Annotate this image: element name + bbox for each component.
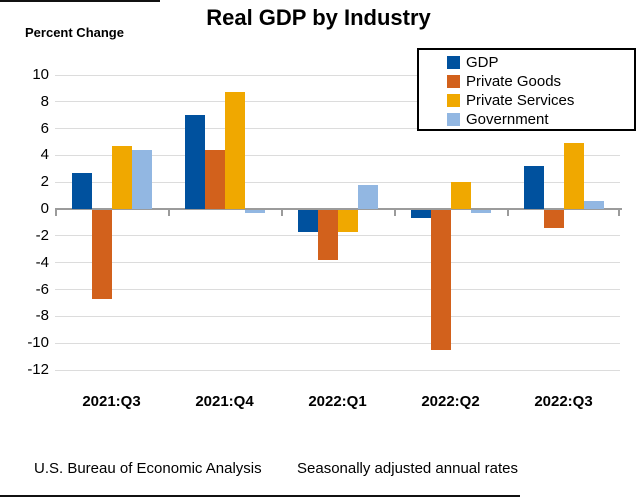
y-tick-label: -4 xyxy=(35,253,49,271)
bar-government-2022:Q1 xyxy=(357,184,378,210)
x-axis-tick xyxy=(168,209,170,217)
bar-private-services-2021:Q3 xyxy=(111,146,132,210)
bar-government-2021:Q3 xyxy=(131,150,152,210)
x-axis-tick xyxy=(618,209,620,217)
y-axis-title: Percent Change xyxy=(25,25,124,40)
adjustment-note-text: Seasonally adjusted annual rates xyxy=(297,460,518,477)
y-tick-label: -12 xyxy=(27,361,49,378)
bar-gdp-2021:Q4 xyxy=(184,115,205,210)
gridline-6 xyxy=(55,128,620,130)
bar-government-2022:Q2 xyxy=(470,210,491,213)
x-category-label: 2021:Q3 xyxy=(82,393,141,410)
legend-label: Private Goods xyxy=(466,73,562,90)
bar-gdp-2021:Q3 xyxy=(71,172,92,210)
bar-private-goods-2021:Q4 xyxy=(204,150,225,210)
bar-private-goods-2022:Q3 xyxy=(543,210,564,228)
plot-area: 10 8 6 4 2 0 -2 -4 -6 -8 -10 -12 2021:Q3 2021:Q4 2022:… xyxy=(27,66,622,410)
gridline--8 xyxy=(55,315,620,317)
legend-label: Private Services xyxy=(466,92,575,109)
gridline-10 xyxy=(55,74,620,76)
gridline--2 xyxy=(55,235,620,237)
gridline--12 xyxy=(55,369,620,371)
bar-private-goods-2022:Q1 xyxy=(317,210,338,260)
y-tick-label: 0 xyxy=(40,200,49,218)
y-tick-label: -10 xyxy=(27,334,49,352)
legend-item-government: Government xyxy=(447,110,634,129)
legend-swatch-icon xyxy=(447,75,460,88)
legend-swatch-icon xyxy=(447,113,460,126)
y-tick-label: -6 xyxy=(35,280,49,298)
bar-private-services-2022:Q2 xyxy=(450,182,471,210)
bar-government-2022:Q3 xyxy=(583,201,604,210)
legend-swatch-icon xyxy=(447,94,460,107)
x-category-label: 2022:Q1 xyxy=(308,393,367,410)
legend-item-gdp: GDP xyxy=(447,53,634,72)
x-axis-tick xyxy=(394,209,396,217)
y-tick-label: 8 xyxy=(40,92,49,110)
x-axis-line xyxy=(55,208,622,211)
y-tick-label: -2 xyxy=(35,226,49,244)
bar-private-services-2022:Q3 xyxy=(563,143,584,210)
x-category-label: 2022:Q2 xyxy=(421,393,480,410)
x-axis-tick xyxy=(507,209,509,217)
legend-label: Government xyxy=(466,111,549,128)
gridline-2 xyxy=(55,181,620,183)
bar-private-services-2022:Q1 xyxy=(337,210,358,232)
legend-swatch-icon xyxy=(447,56,460,69)
y-tick-label: 4 xyxy=(40,146,49,164)
y-tick-label: 6 xyxy=(40,119,49,137)
chart-title: Real GDP by Industry xyxy=(206,5,431,30)
legend-label: GDP xyxy=(466,54,499,71)
gridline--4 xyxy=(55,262,620,264)
legend-item-private-services: Private Services xyxy=(447,91,634,110)
gridline-4 xyxy=(55,154,620,156)
gridline--10 xyxy=(55,342,620,344)
bar-private-goods-2022:Q2 xyxy=(430,210,451,350)
bar-gdp-2022:Q1 xyxy=(297,210,318,232)
x-axis-tick xyxy=(55,209,57,217)
legend-box: GDP Private Goods Private Services Governme… xyxy=(417,48,636,131)
source-text: U.S. Bureau of Economic Analysis xyxy=(34,460,262,477)
bar-government-2021:Q4 xyxy=(244,210,265,213)
bar-gdp-2022:Q3 xyxy=(523,166,544,210)
y-tick-label: 10 xyxy=(32,66,49,83)
x-category-label: 2021:Q4 xyxy=(195,393,254,410)
gridline-8 xyxy=(55,101,620,103)
gridline--6 xyxy=(55,289,620,291)
y-tick-label: -8 xyxy=(35,307,49,325)
bar-private-services-2021:Q4 xyxy=(224,92,245,210)
x-axis-tick xyxy=(281,209,283,217)
x-category-label: 2022:Q3 xyxy=(534,393,593,410)
window-edge-artifact-top xyxy=(0,0,160,2)
bar-gdp-2022:Q2 xyxy=(410,210,431,219)
y-tick-label: 2 xyxy=(40,173,49,191)
legend-item-private-goods: Private Goods xyxy=(447,72,634,91)
bar-private-goods-2021:Q3 xyxy=(91,210,112,299)
window-edge-artifact-bottom xyxy=(0,495,520,497)
